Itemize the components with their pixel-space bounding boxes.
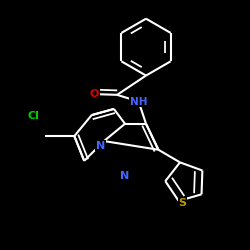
Text: Cl: Cl: [28, 111, 40, 121]
Text: S: S: [178, 198, 186, 208]
Text: NH: NH: [130, 96, 147, 106]
Text: N: N: [96, 140, 105, 150]
Text: O: O: [90, 89, 99, 99]
Text: N: N: [120, 171, 130, 181]
